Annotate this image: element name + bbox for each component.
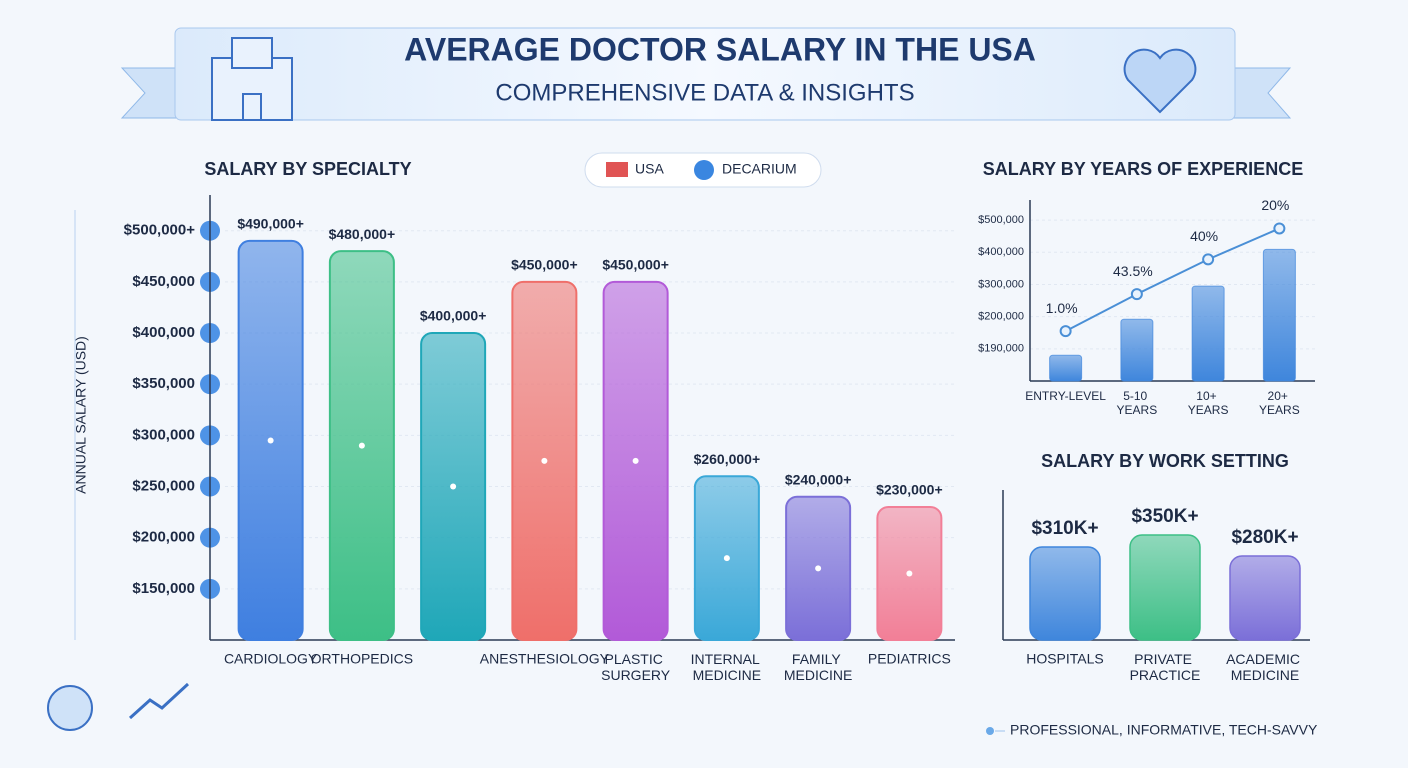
line: [1065, 227, 1280, 333]
bar-glow: [450, 483, 457, 490]
x-tick-label: INTERNAL MEDICINE: [691, 651, 764, 683]
annotation: 1.0%: [1046, 300, 1078, 316]
y-tick-label: $300,000: [978, 278, 1024, 290]
x-tick-label: PRIVATE PRACTICE: [1130, 651, 1201, 683]
bar: [1129, 534, 1201, 641]
x-tick-label: ENTRY-LEVEL: [1025, 389, 1106, 403]
x-tick-label: 10+ YEARS: [1188, 389, 1229, 417]
value-label: $450,000+: [511, 257, 578, 273]
chart-title: SALARY BY WORK SETTING: [1041, 451, 1289, 471]
line-marker: [1059, 325, 1072, 338]
hospital-icon: [211, 37, 293, 121]
x-tick-label: ACADEMIC MEDICINE: [1226, 651, 1304, 683]
value-label: $450,000+: [602, 257, 669, 273]
value-label: $280K+: [1231, 527, 1298, 548]
x-tick-label: HOSPITALS: [1026, 651, 1104, 667]
bar: [1191, 285, 1225, 382]
y-axis-label: ANNUAL SALARY (USD): [73, 336, 89, 494]
x-tick-label: ORTHOPEDICS: [311, 651, 413, 667]
bar-glow: [906, 570, 913, 577]
footer-dot: [986, 727, 994, 735]
y-tick-label: $300,000: [132, 426, 195, 443]
line-marker: [1130, 288, 1143, 301]
y-tick-label: $200,000: [132, 529, 195, 546]
y-tick-label: $250,000: [132, 477, 195, 494]
annotation: 20%: [1261, 197, 1289, 213]
y-tick-label: $150,000: [132, 580, 195, 597]
x-tick-label: CARDIOLOGY: [224, 651, 318, 667]
bar-glow: [815, 565, 822, 572]
bar-glow: [723, 555, 730, 562]
bar-glow: [267, 437, 274, 444]
bar: [1029, 546, 1101, 641]
value-label: $260,000+: [694, 451, 761, 467]
y-tick-label: $350,000: [132, 375, 195, 392]
annotation: 43.5%: [1113, 263, 1153, 279]
value-label: $230,000+: [876, 482, 943, 498]
y-tick-label: $400,000: [978, 246, 1024, 258]
x-tick-label: 20+ YEARS: [1259, 389, 1300, 417]
y-tick-label: $400,000: [132, 324, 195, 341]
value-label: $350K+: [1131, 506, 1198, 527]
check-icon: [694, 160, 714, 180]
badge: DECARIUM: [722, 161, 797, 177]
bar: [1120, 318, 1154, 382]
ribbon-end: [1224, 67, 1292, 119]
y-tick-label: $500,000+: [124, 222, 196, 239]
value-label: $400,000+: [420, 308, 487, 324]
x-tick-label: PLASTIC SURGERY: [601, 651, 671, 683]
header-banner: [174, 27, 1236, 121]
y-tick-label: $500,000: [978, 214, 1024, 226]
value-label: $490,000+: [237, 216, 304, 232]
bar: [1229, 555, 1301, 641]
flag-icon: [606, 162, 628, 177]
value-label: $310K+: [1031, 518, 1098, 539]
value-label: $480,000+: [329, 226, 396, 242]
footer: PROFESSIONAL, INFORMATIVE, TECH-SAVVY: [1010, 722, 1318, 738]
badge: USA: [635, 161, 664, 177]
y-tick-label: $450,000: [132, 273, 195, 290]
x-tick-label: PEDIATRICS: [868, 651, 951, 667]
bar: [1049, 354, 1083, 382]
globe-icon: [47, 685, 93, 731]
y-tick-label: $200,000: [978, 311, 1024, 323]
y-tick-label: $190,000: [978, 343, 1024, 355]
title: AVERAGE DOCTOR SALARY IN THE USA: [404, 31, 1036, 67]
line-marker: [1273, 222, 1286, 235]
chart-title: SALARY BY SPECIALTY: [204, 159, 411, 179]
bar-glow: [358, 442, 365, 449]
x-tick-label: ANESTHESIOLOGY: [480, 651, 610, 667]
bar: [1262, 248, 1296, 382]
bar-glow: [541, 457, 548, 464]
chart-title: SALARY BY YEARS OF EXPERIENCE: [983, 159, 1303, 179]
x-tick-label: 5-10 YEARS: [1117, 389, 1158, 417]
subtitle: COMPREHENSIVE DATA & INSIGHTS: [495, 79, 914, 106]
x-tick-label: FAMILY MEDICINE: [784, 651, 852, 683]
annotation: 40%: [1190, 228, 1218, 244]
line-marker: [1202, 253, 1215, 266]
bar-glow: [632, 457, 639, 464]
trend-icon: [128, 682, 190, 720]
value-label: $240,000+: [785, 471, 852, 487]
heart-icon: [1123, 48, 1197, 114]
